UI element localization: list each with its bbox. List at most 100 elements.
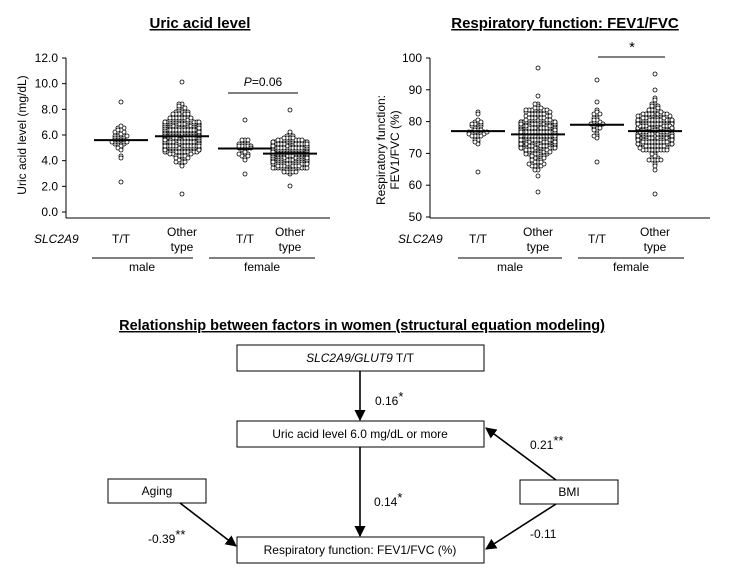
- fev1-data-point: [658, 157, 664, 163]
- fev1-data-point: [594, 159, 600, 165]
- uric-chart-title: Uric acid level: [150, 15, 251, 32]
- uric-data-point: [162, 137, 168, 143]
- uric-data-point: [242, 171, 248, 177]
- fev1-row-label: SLC2A9: [398, 232, 443, 246]
- arrow-aging-to-resp: [179, 502, 237, 547]
- fev1-x-category-label: type: [644, 240, 667, 254]
- fev1-y-tick-label: 90: [409, 83, 423, 97]
- uric-annotation-prefix: P: [244, 75, 252, 89]
- fev1-x-category-label: Other: [523, 225, 553, 239]
- coef-uric-to-resp: 0.14*: [374, 490, 402, 509]
- uric-x-category-label: type: [171, 240, 194, 254]
- uric-data-point: [290, 135, 296, 141]
- resp-box-label: Respiratory function: FEV1/FVC (%): [264, 543, 457, 557]
- fev1-y-tick-label: 70: [409, 146, 423, 160]
- coef-aging-to-resp: -0.39**: [148, 527, 185, 546]
- fev1-x-category-label: Other: [640, 225, 670, 239]
- uric-data-point: [196, 143, 202, 149]
- uric-data-point: [304, 165, 310, 171]
- fev1-data-point: [635, 133, 641, 139]
- uric-data-point: [304, 161, 310, 167]
- fev1-data-point: [669, 117, 675, 123]
- uric-data-point: [188, 115, 194, 121]
- uric-data-point: [242, 117, 248, 123]
- fev1-data-point: [643, 143, 649, 149]
- fev1-data-point: [518, 145, 524, 151]
- uric-row-label: SLC2A9: [34, 232, 79, 246]
- coef-bmi-to-uric: 0.21**: [530, 433, 563, 452]
- fev1-y-axis-label-line2: FEV1/FVC (%): [388, 110, 402, 189]
- fev1-group-label-female: female: [613, 260, 649, 274]
- fev1-data-point: [552, 139, 558, 145]
- fev1-data-point: [652, 71, 658, 77]
- fev1-data-point: [518, 137, 524, 143]
- sem-title: Relationship between factors in women (s…: [119, 318, 605, 334]
- fev1-data-point: [640, 115, 646, 121]
- fev1-data-point: [475, 111, 481, 117]
- fev1-annotation: *: [629, 39, 635, 56]
- fev1-data-point: [541, 111, 547, 117]
- fev1-data-point: [594, 99, 600, 105]
- fev1-data-point: [523, 117, 529, 123]
- uric-data-point: [281, 135, 287, 141]
- uric-data-point: [196, 125, 202, 131]
- uric-data-point: [188, 151, 194, 157]
- coef-bmi-to-uric-stars: **: [553, 433, 563, 448]
- uric-x-category-label: type: [279, 240, 302, 254]
- fev1-data-point: [669, 137, 675, 143]
- fev1-data-point: [538, 105, 544, 111]
- fev1-data-point: [661, 143, 667, 149]
- fev1-data-point: [669, 133, 675, 139]
- uric-y-tick-label: 12.0: [35, 51, 59, 65]
- fev1-chart: Respiratory function: FEV1/FVC Respirato…: [374, 15, 710, 274]
- uric-data-point: [118, 123, 124, 129]
- uric-y-tick-label: 8.0: [41, 102, 58, 116]
- fev1-data-point: [535, 173, 541, 179]
- uric-x-category-label: Other: [167, 225, 197, 239]
- coef-gene-to-uric: 0.16*: [375, 389, 403, 408]
- gene-box-italic: SLC2A9/GLUT9: [306, 351, 393, 365]
- fev1-data-point: [552, 119, 558, 125]
- uric-mean-lines: [94, 135, 317, 155]
- uric-data-point: [242, 157, 248, 163]
- fev1-data-point: [523, 107, 529, 113]
- uric-data-point: [196, 119, 202, 125]
- uric-acid-chart: Uric acid level Uric acid level (mg/dL) …: [15, 15, 330, 274]
- uric-data-point: [196, 129, 202, 135]
- uric-data-point: [162, 119, 168, 125]
- fev1-data-point: [637, 145, 643, 151]
- fev1-x-category-label: T/T: [469, 232, 488, 246]
- uric-data-point: [287, 183, 293, 189]
- fev1-data-point: [635, 137, 641, 143]
- fev1-data-point: [541, 155, 547, 161]
- fev1-x-category-label: type: [527, 240, 550, 254]
- uric-data-point: [179, 163, 185, 169]
- fev1-data-point: [523, 151, 529, 157]
- fev1-data-point: [523, 147, 529, 153]
- coef-uric-to-resp-stars: *: [397, 490, 402, 505]
- uric-data-point: [275, 163, 281, 169]
- coef-aging-to-resp-value: -0.39: [148, 532, 176, 546]
- fev1-data-point: [472, 139, 478, 145]
- uric-y-tick-label: 2.0: [41, 179, 58, 193]
- fev1-data-point: [535, 93, 541, 99]
- uric-data-point: [304, 155, 310, 161]
- fev1-data-point: [664, 111, 670, 117]
- fev1-data-point: [552, 145, 558, 151]
- fev1-data-point: [535, 189, 541, 195]
- uric-data-point: [296, 163, 302, 169]
- uric-data-point: [162, 143, 168, 149]
- uric-data-point: [196, 147, 202, 153]
- uric-data-point: [176, 103, 182, 109]
- fev1-group-label-male: male: [497, 260, 523, 274]
- uric-data-point: [115, 127, 121, 133]
- fev1-data-point: [635, 113, 641, 119]
- fev1-data-point: [655, 105, 661, 111]
- fev1-data-point: [646, 157, 652, 163]
- uric-data-point: [185, 155, 191, 161]
- fev1-data-point: [635, 121, 641, 127]
- uric-data-point: [118, 147, 124, 153]
- uric-data-point: [179, 79, 185, 85]
